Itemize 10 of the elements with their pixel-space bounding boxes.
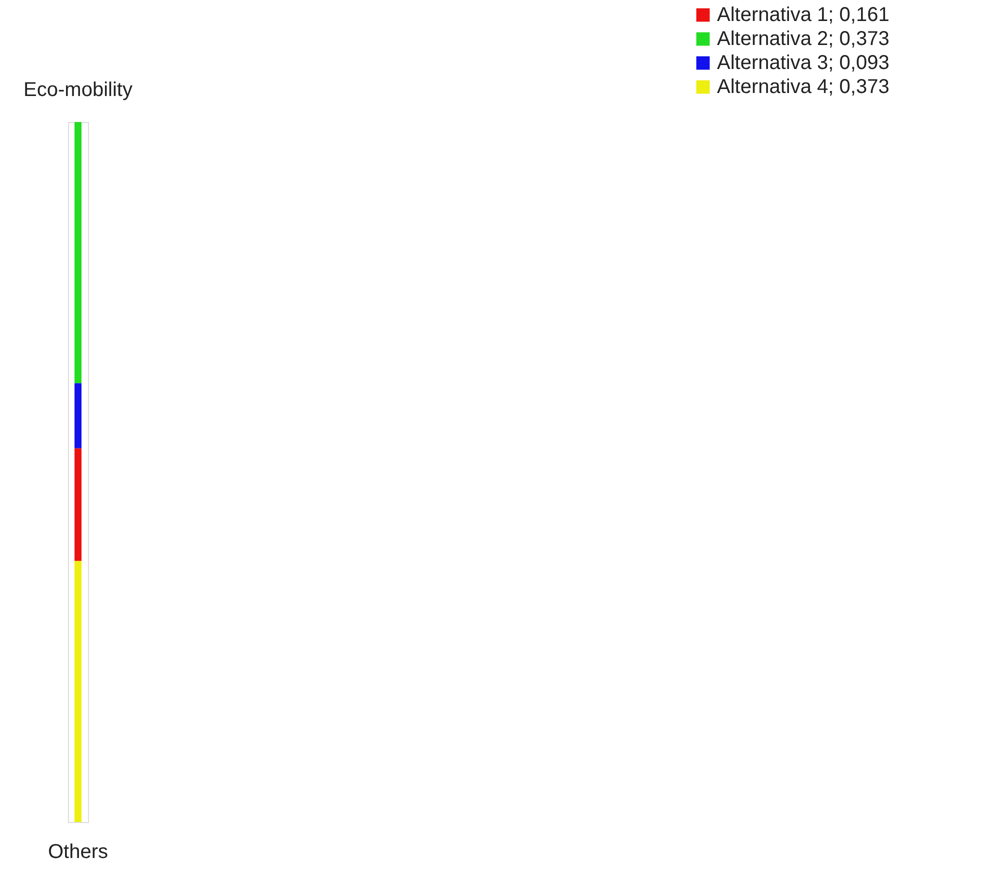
legend-label: Alternativa 1; 0,161 — [717, 4, 890, 26]
annotation: Others — [48, 841, 108, 863]
bar — [74, 560, 82, 822]
bar — [74, 122, 82, 384]
legend-label: Alternativa 4; 0,373 — [717, 76, 890, 98]
annotation: Eco-mobility — [24, 79, 132, 101]
legend-label: Alternativa 3; 0,093 — [717, 52, 890, 74]
bar — [74, 448, 82, 561]
legend-label: Alternativa 2; 0,373 — [717, 28, 890, 50]
bar — [74, 383, 82, 448]
